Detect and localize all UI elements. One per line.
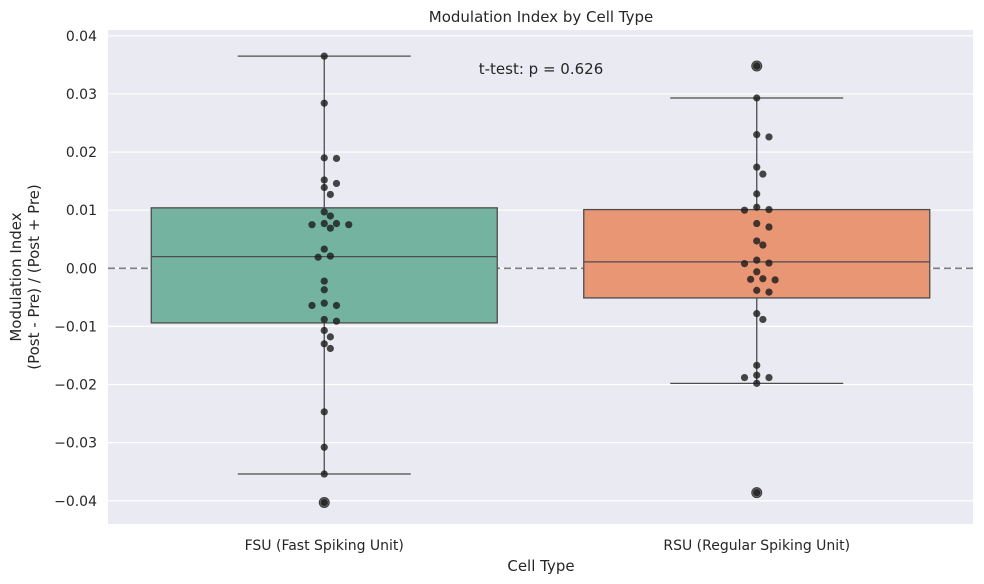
y-tick-label: −0.04 — [54, 494, 97, 510]
data-point — [753, 371, 761, 379]
data-point — [753, 237, 761, 245]
data-point — [765, 373, 773, 382]
data-point — [320, 326, 328, 335]
y-tick-label: 0.04 — [66, 29, 97, 45]
data-point — [320, 299, 328, 307]
x-tick-label: FSU (Fast Spiking Unit) — [245, 538, 404, 554]
y-tick-label: 0.00 — [66, 261, 97, 277]
data-point — [308, 301, 316, 310]
data-point — [320, 315, 328, 324]
gridlines — [108, 35, 973, 502]
data-point — [320, 154, 328, 162]
data-point — [320, 52, 328, 60]
y-tick-label: −0.03 — [54, 436, 97, 452]
data-point — [753, 131, 761, 139]
data-point — [753, 379, 761, 387]
data-point — [308, 221, 316, 229]
data-point — [326, 224, 334, 232]
data-point — [314, 253, 322, 261]
data-point — [765, 259, 773, 267]
data-point — [320, 340, 328, 348]
data-points — [308, 52, 779, 507]
data-point — [326, 333, 334, 341]
data-point — [326, 190, 334, 199]
data-point — [753, 219, 761, 228]
y-tick-label: 0.01 — [66, 203, 97, 219]
data-point — [320, 176, 328, 184]
data-point — [753, 361, 761, 369]
data-point — [753, 268, 761, 276]
data-point — [753, 163, 761, 171]
data-point — [320, 208, 328, 216]
data-point — [345, 221, 353, 229]
data-point — [320, 99, 328, 107]
data-point — [320, 245, 328, 253]
y-axis-ticks: −0.04 −0.03 −0.02 −0.01 0.00 0.01 0.02 0.03 0.04 — [54, 29, 97, 510]
y-tick-label: 0.03 — [66, 87, 97, 103]
data-point — [332, 317, 341, 325]
data-point — [320, 498, 328, 507]
data-point — [753, 62, 761, 70]
data-point — [765, 133, 773, 141]
data-point — [326, 252, 334, 260]
data-point — [753, 256, 761, 264]
data-point — [320, 470, 328, 478]
data-point — [765, 205, 773, 214]
x-tick-label: RSU (Regular Spiking Unit) — [663, 538, 850, 554]
data-point — [759, 241, 767, 249]
data-point — [326, 212, 334, 220]
data-point — [332, 179, 341, 188]
chart-title: Modulation Index by Cell Type — [429, 8, 654, 26]
data-point — [332, 154, 341, 163]
data-point — [320, 183, 328, 192]
data-point — [320, 277, 328, 285]
data-point — [753, 286, 761, 294]
ttest-annotation: t-test: p = 0.626 — [479, 60, 604, 78]
data-point — [753, 203, 761, 211]
data-point — [332, 219, 341, 228]
data-point — [753, 310, 761, 318]
data-point — [740, 260, 749, 268]
data-point — [765, 288, 773, 296]
data-point — [753, 94, 761, 102]
y-tick-label: −0.02 — [54, 378, 97, 394]
data-point — [326, 344, 334, 353]
data-point — [753, 489, 761, 497]
data-point — [740, 373, 749, 382]
data-point — [759, 170, 767, 178]
x-axis-label: Cell Type — [507, 557, 574, 575]
data-point — [771, 276, 779, 284]
data-point — [759, 315, 767, 324]
data-point — [753, 190, 761, 198]
data-point — [320, 443, 328, 451]
data-point — [320, 219, 328, 228]
data-point — [759, 275, 767, 283]
x-axis-ticks: FSU (Fast Spiking Unit) RSU (Regular Spik… — [245, 538, 851, 554]
data-point — [765, 223, 773, 231]
data-point — [747, 275, 755, 283]
data-point — [320, 408, 328, 416]
y-tick-label: −0.01 — [54, 319, 97, 335]
data-point — [320, 286, 328, 294]
y-axis-label-line1: Modulation Index — [7, 212, 25, 341]
y-tick-label: 0.02 — [66, 145, 97, 161]
data-point — [332, 301, 341, 310]
y-axis-label-line2: (Post - Pre) / (Post + Pre) — [25, 184, 43, 370]
data-point — [740, 206, 749, 214]
